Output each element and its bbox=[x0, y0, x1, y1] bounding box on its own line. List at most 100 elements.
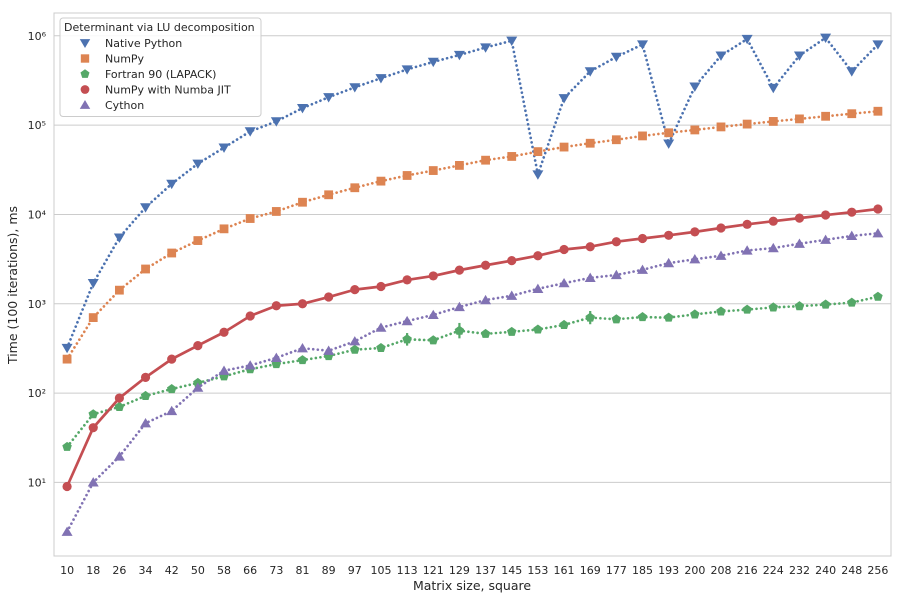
legend-marker bbox=[79, 100, 91, 109]
data-point bbox=[350, 183, 360, 193]
data-point bbox=[375, 322, 387, 332]
data-point bbox=[427, 309, 439, 320]
data-point bbox=[61, 526, 73, 536]
data-point bbox=[559, 319, 569, 329]
data-point bbox=[690, 227, 700, 237]
data-point bbox=[62, 481, 72, 492]
data-point bbox=[742, 304, 752, 314]
data-point bbox=[559, 244, 569, 255]
data-point bbox=[480, 43, 492, 53]
data-point bbox=[847, 297, 857, 307]
legend-label: Fortran 90 (LAPACK) bbox=[105, 68, 216, 81]
legend-label: NumPy bbox=[105, 53, 145, 66]
y-tick-label: 10⁶ bbox=[28, 30, 47, 43]
legend-marker bbox=[80, 69, 90, 78]
data-point bbox=[296, 342, 308, 353]
data-point bbox=[244, 127, 256, 137]
data-point bbox=[401, 315, 413, 326]
data-point bbox=[506, 36, 518, 46]
data-point bbox=[741, 245, 753, 255]
data-point bbox=[715, 250, 727, 260]
data-point bbox=[663, 312, 674, 322]
data-point bbox=[637, 40, 649, 50]
data-point bbox=[376, 281, 386, 292]
data-point bbox=[663, 257, 675, 268]
data-point bbox=[296, 103, 308, 114]
data-point bbox=[428, 335, 439, 345]
series-line bbox=[65, 231, 880, 534]
data-point bbox=[741, 34, 753, 45]
x-axis-label: Matrix size, square bbox=[413, 578, 531, 593]
data-point bbox=[846, 67, 858, 77]
data-point bbox=[480, 328, 491, 338]
series-cython bbox=[61, 228, 884, 536]
data-point bbox=[62, 354, 72, 364]
data-point bbox=[454, 265, 465, 275]
data-point bbox=[401, 65, 413, 75]
data-point bbox=[166, 179, 178, 190]
data-point bbox=[298, 197, 307, 207]
x-tick-label: 18 bbox=[86, 564, 100, 577]
x-tick-label: 185 bbox=[632, 564, 653, 577]
x-tick-label: 42 bbox=[165, 564, 179, 577]
data-point bbox=[610, 269, 622, 280]
data-point bbox=[611, 135, 621, 145]
data-point bbox=[218, 365, 230, 375]
legend-marker bbox=[79, 39, 91, 48]
x-tick-label: 97 bbox=[348, 564, 362, 577]
data-point bbox=[768, 117, 778, 126]
legend-item: NumPy with Numba JIT bbox=[80, 84, 231, 97]
legend-item: Cython bbox=[79, 99, 144, 112]
y-tick-label: 10² bbox=[28, 387, 46, 400]
data-point bbox=[533, 251, 543, 261]
data-point bbox=[507, 256, 517, 266]
legend-label: Cython bbox=[105, 99, 144, 112]
data-point bbox=[558, 277, 570, 288]
y-tick-label: 10⁵ bbox=[28, 119, 46, 132]
data-point bbox=[872, 228, 884, 238]
data-point bbox=[113, 451, 125, 461]
legend-label: Native Python bbox=[105, 37, 182, 50]
x-tick-label: 208 bbox=[710, 564, 731, 577]
x-tick-label: 169 bbox=[580, 564, 601, 577]
x-tick-label: 200 bbox=[684, 564, 705, 577]
data-point bbox=[297, 355, 308, 365]
data-point bbox=[88, 409, 98, 419]
data-point bbox=[846, 230, 858, 241]
data-point bbox=[244, 360, 256, 370]
legend-item: Fortran 90 (LAPACK) bbox=[80, 68, 216, 81]
data-point bbox=[793, 51, 805, 61]
data-point bbox=[690, 309, 700, 319]
data-point bbox=[768, 302, 779, 312]
data-point bbox=[690, 125, 700, 135]
x-tick-label: 240 bbox=[815, 564, 836, 577]
data-point bbox=[480, 260, 491, 270]
data-point bbox=[872, 40, 884, 50]
x-tick-label: 66 bbox=[243, 564, 257, 577]
data-point bbox=[610, 52, 622, 63]
data-point bbox=[323, 93, 335, 103]
data-point bbox=[61, 343, 73, 354]
y-axis-label: Time (100 iterations), ms bbox=[5, 206, 20, 365]
data-point bbox=[349, 83, 361, 93]
data-point bbox=[481, 155, 490, 165]
data-point bbox=[140, 390, 151, 400]
x-tick-label: 58 bbox=[217, 564, 231, 577]
data-point bbox=[559, 142, 569, 152]
data-point bbox=[873, 204, 883, 214]
data-point bbox=[664, 230, 674, 240]
data-point bbox=[689, 254, 701, 264]
data-point bbox=[742, 219, 752, 229]
data-point bbox=[637, 233, 648, 244]
data-point bbox=[141, 264, 150, 274]
x-tick-label: 161 bbox=[554, 564, 575, 577]
legend-label: NumPy with Numba JIT bbox=[105, 84, 231, 97]
data-point bbox=[638, 131, 647, 141]
data-point bbox=[192, 159, 204, 169]
x-tick-label: 224 bbox=[763, 564, 784, 577]
data-point bbox=[113, 233, 125, 243]
data-point bbox=[794, 301, 805, 311]
data-point bbox=[794, 213, 805, 223]
data-point bbox=[140, 417, 152, 428]
y-tick-labels: 10¹ 10² 10³ 10⁴ 10⁵ 10⁶ bbox=[28, 30, 47, 490]
